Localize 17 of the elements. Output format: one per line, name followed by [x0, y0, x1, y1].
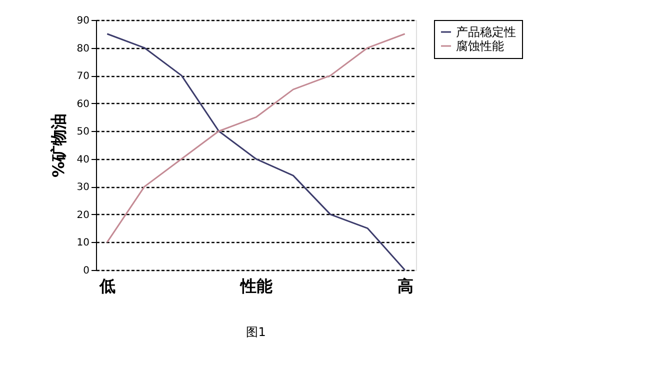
y-tick-label: 60: [76, 98, 90, 110]
x-tick-label: 低: [98, 276, 116, 296]
y-tick-label: 30: [76, 182, 90, 194]
y-tick-label: 80: [76, 43, 90, 54]
y-tick-label: 0: [83, 266, 90, 276]
y-axis-title: %矿物油: [48, 113, 68, 178]
x-tick-label: 高: [397, 276, 414, 296]
x-tick-label: 性能: [240, 276, 272, 296]
caption: 图1: [246, 325, 266, 339]
legend-label: 产品稳定性: [456, 25, 516, 39]
y-tick-label: 20: [76, 210, 90, 221]
y-tick-label: 10: [76, 238, 90, 249]
y-tick-label: 40: [76, 154, 90, 166]
legend-label: 腐蚀性能: [456, 39, 504, 53]
y-tick-label: 70: [76, 71, 90, 82]
y-tick-label: 50: [76, 126, 90, 138]
y-tick-label: 90: [76, 16, 90, 26]
